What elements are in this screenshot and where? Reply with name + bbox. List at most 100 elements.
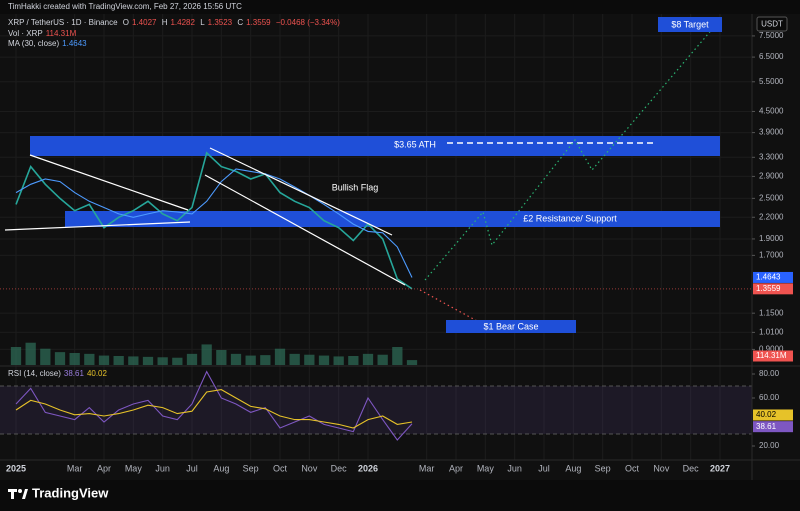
axes: 2025 Mar Apr May Jun Jul Aug Sep Oct Nov Dec 2026 Ma…	[6, 31, 793, 473]
volume-bar	[157, 357, 168, 365]
bear-label: $1 Bear Case	[483, 321, 538, 331]
x-tick-label: Oct	[273, 463, 288, 473]
volume-bar	[113, 356, 124, 365]
volume-bar	[289, 353, 300, 365]
y-tick-label: 5.5000	[759, 77, 784, 86]
last-value-label: 1.4643	[756, 273, 781, 282]
volume-bar	[40, 348, 51, 365]
resistance-label: £2 Resistance/ Support	[523, 213, 617, 223]
ohlc-value: 1.4027	[132, 18, 157, 27]
volume-bar	[362, 353, 374, 365]
volume-bar	[377, 354, 388, 365]
footer-brand: TradingView	[32, 485, 109, 500]
y-tick-label: 1.9000	[759, 234, 784, 243]
flag-label: Bullish Flag	[332, 182, 379, 192]
volume-value: 114.31M	[45, 29, 77, 38]
x-tick-label: 2026	[358, 463, 378, 473]
last-value-label: 38.61	[756, 422, 777, 431]
volume-bar	[260, 355, 271, 365]
y-tick-label: 3.3000	[759, 152, 784, 161]
target-label: $8 Target	[671, 19, 709, 29]
volume-bar	[318, 355, 330, 365]
y-tick-label: 1.0100	[759, 327, 784, 336]
rsi-title: RSI (14, close)	[8, 369, 61, 378]
volume-bar	[98, 355, 110, 365]
ohlc-key: H	[161, 18, 168, 27]
volume-bar	[348, 356, 359, 365]
currency: USDT	[761, 20, 783, 29]
x-tick-label: Sep	[595, 463, 611, 473]
x-tick-label: May	[125, 463, 143, 473]
volume-name: Vol · XRP	[8, 29, 43, 38]
volume-bar	[54, 352, 66, 365]
x-tick-label: Oct	[625, 463, 640, 473]
last-value-label: 1.3559	[756, 284, 781, 293]
trend-line	[29, 154, 189, 211]
y-tick-label: 3.9000	[759, 128, 784, 137]
x-tick-label: Dec	[331, 463, 348, 473]
x-tick-label: Sep	[243, 463, 259, 473]
volume-bar	[406, 360, 418, 365]
series-line	[15, 168, 413, 278]
last-value-box	[753, 271, 793, 283]
y-tick-label: 7.5000	[759, 31, 784, 40]
resistance-zone	[65, 211, 720, 227]
y-tick-label: 20.00	[759, 441, 780, 450]
ath-zone	[30, 136, 720, 156]
last-value-box	[753, 283, 793, 295]
target-box	[658, 17, 722, 32]
flag-line	[204, 174, 406, 286]
bull-projection	[424, 19, 721, 281]
series-line	[15, 151, 413, 290]
y-tick-label: 60.00	[759, 393, 780, 402]
volume-bar	[274, 348, 286, 365]
ohlc-value: 1.4282	[170, 18, 195, 27]
x-tick-label: Aug	[213, 463, 229, 473]
y-tick-label: 6.5000	[759, 52, 784, 61]
volume-bar	[84, 353, 95, 365]
x-tick-label: Dec	[683, 463, 700, 473]
x-tick-label: Jun	[155, 463, 170, 473]
legend-rsi: RSI (14, close) 38.61 40.02	[8, 369, 110, 378]
volume-bar	[230, 353, 242, 365]
x-tick-label: Aug	[565, 463, 581, 473]
legend-volume: Vol · XRP 114.31M	[8, 29, 79, 38]
volume-bar	[69, 353, 80, 365]
x-tick-label: Mar	[419, 463, 435, 473]
last-value-label: 114.31M	[756, 351, 787, 360]
rsi-ma-value: 40.02	[86, 369, 107, 378]
volume-bar	[186, 353, 198, 365]
ohlc-value: 1.3559	[246, 18, 271, 27]
y-tick-label: 4.5000	[759, 107, 784, 116]
currency-box	[756, 16, 788, 32]
volume-bar	[245, 355, 256, 365]
volume-bar	[304, 354, 315, 365]
ohlc-value: 1.3523	[207, 18, 233, 27]
x-tick-label: 2027	[710, 463, 730, 473]
rsi-value: 38.61	[63, 369, 84, 378]
volume-bar	[201, 344, 212, 365]
x-tick-label: Mar	[67, 463, 83, 473]
last-value-box	[753, 421, 793, 433]
volume-bar	[25, 342, 36, 365]
flag-line	[209, 147, 393, 236]
last-value-box	[753, 350, 793, 362]
last-value-label: 40.02	[756, 410, 777, 419]
y-tick-label: 2.5000	[759, 193, 784, 202]
x-tick-label: Apr	[449, 463, 463, 473]
ohlc-key: L	[200, 18, 205, 27]
volume-bar	[128, 356, 139, 365]
x-tick-label: Jun	[507, 463, 522, 473]
credit: TimHakki created with TradingView.com, F…	[8, 2, 242, 11]
ma-value: 1.4643	[62, 39, 87, 48]
x-tick-label: Nov	[653, 463, 670, 473]
trend-line	[4, 221, 191, 231]
volume-bar	[172, 357, 183, 365]
y-tick-label: 2.9000	[759, 172, 784, 181]
ohlc-key: O	[122, 18, 129, 27]
footer-logo	[8, 489, 28, 499]
x-tick-label: Jul	[186, 463, 198, 473]
